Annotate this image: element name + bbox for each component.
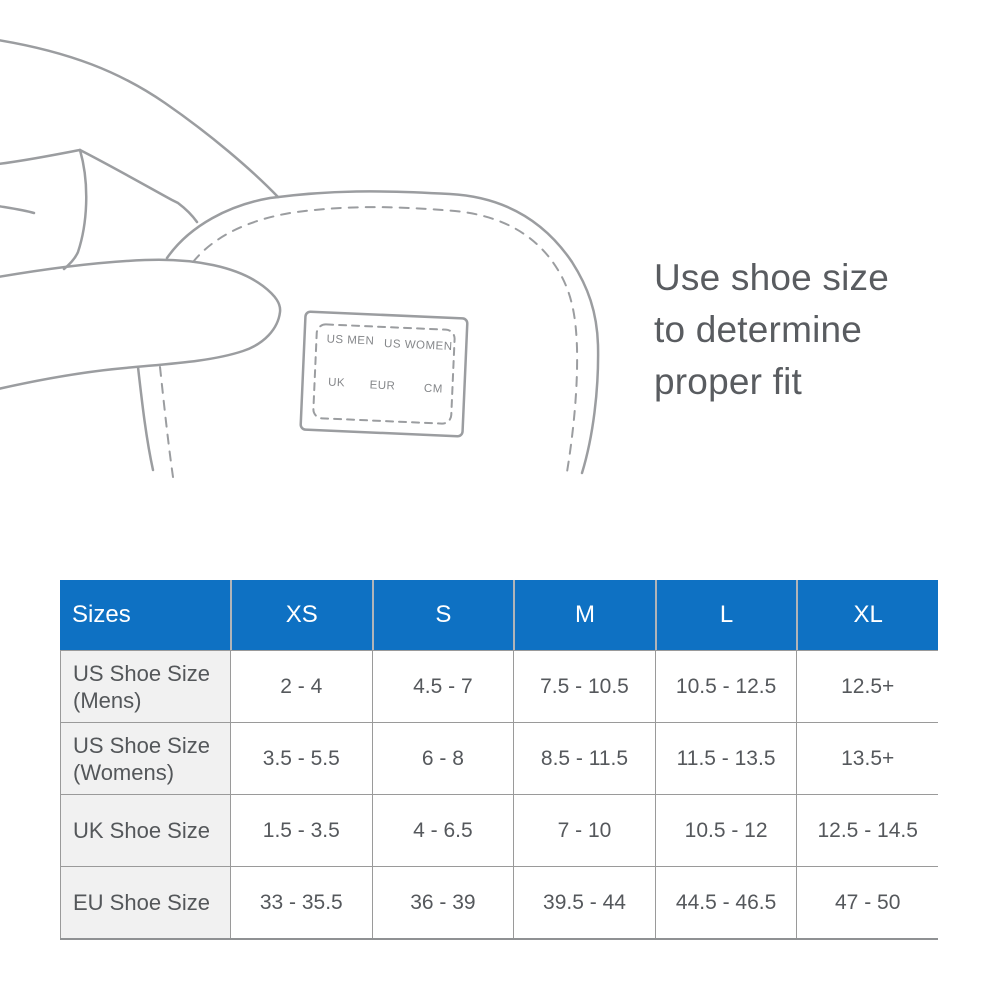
table-cell: 11.5 - 13.5 (654, 722, 797, 794)
header-cell-s: S (371, 580, 514, 650)
table-cell: 4 - 6.5 (371, 794, 514, 866)
header-cell-xs: XS (230, 580, 372, 650)
tag-label-cm: CM (424, 383, 443, 396)
row-label-line: UK Shoe Size (73, 818, 210, 843)
tag-label-us-women: US WOMEN (384, 338, 453, 353)
shoe-tongue-stitch-path (192, 206, 579, 473)
table-cell: 2 - 4 (230, 650, 372, 722)
shoe-tongue-outline-path (165, 190, 600, 475)
header-cell-xl: XL (796, 580, 938, 650)
size-table: Sizes XS S M L XL US Shoe Size (Mens) 2 … (60, 580, 938, 940)
table-cell: 4.5 - 7 (371, 650, 514, 722)
table-cell: 6 - 8 (371, 722, 514, 794)
table-cell: 33 - 35.5 (230, 866, 372, 938)
table-row: UK Shoe Size 1.5 - 3.5 4 - 6.5 7 - 10 10… (60, 794, 938, 866)
headline: Use shoe size to determine proper fit (654, 252, 954, 408)
row-label-line: US Shoe Size (73, 660, 210, 686)
thumb-outline-path (0, 39, 280, 199)
tag-label-eur: EUR (369, 379, 395, 392)
row-label-us-mens: US Shoe Size (Mens) (60, 650, 230, 722)
table-cell: 39.5 - 44 (513, 866, 655, 938)
table-row: EU Shoe Size 33 - 35.5 36 - 39 39.5 - 44… (60, 866, 938, 938)
shoe-tongue-left-edge-path (136, 365, 155, 472)
size-tag-stitch-border (312, 323, 456, 425)
table-header-row: Sizes XS S M L XL (60, 580, 938, 650)
finger-web-right-path (78, 148, 199, 224)
table-cell: 7.5 - 10.5 (513, 650, 655, 722)
tag-label-us-men: US MEN (326, 333, 374, 347)
table-cell: 1.5 - 3.5 (230, 794, 372, 866)
row-label-us-womens: US Shoe Size (Womens) (60, 722, 230, 794)
table-cell: 3.5 - 5.5 (230, 722, 372, 794)
table-cell: 8.5 - 11.5 (513, 722, 655, 794)
row-label-eu: EU Shoe Size (60, 866, 230, 938)
row-label-line: US Shoe Size (73, 732, 210, 758)
tag-label-uk: UK (328, 377, 345, 390)
table-cell: 12.5 - 14.5 (796, 794, 938, 866)
row-label-line: EU Shoe Size (73, 890, 210, 915)
header-cell-sizes: Sizes (72, 601, 131, 628)
table-cell: 44.5 - 46.5 (654, 866, 797, 938)
size-tag-outline (299, 310, 469, 438)
table-cell: 13.5+ (796, 722, 938, 794)
table-cell: 36 - 39 (371, 866, 514, 938)
table-row: US Shoe Size (Womens) 3.5 - 5.5 6 - 8 8.… (60, 722, 938, 794)
shoe-tongue-left-stitch-path (159, 366, 174, 478)
table-cell: 10.5 - 12 (654, 794, 797, 866)
finger-web-left-path (62, 148, 88, 271)
headline-line: proper fit (654, 361, 803, 402)
index-finger-path (0, 258, 282, 390)
headline-line: Use shoe size (654, 257, 889, 298)
table-row: US Shoe Size (Mens) 2 - 4 4.5 - 7 7.5 - … (60, 650, 938, 722)
hand-holding-shoe-tongue-illustration: US MEN US WOMEN UK EUR CM (0, 39, 600, 478)
row-label-uk: UK Shoe Size (60, 794, 230, 866)
header-cell-l: L (654, 580, 797, 650)
thumb-lower-contour-path (0, 148, 82, 165)
table-cell: 12.5+ (796, 650, 938, 722)
row-label-line: (Mens) (73, 687, 142, 713)
palm-crease-path (0, 205, 36, 215)
table-cell: 47 - 50 (796, 866, 938, 938)
row-label-line: (Womens) (73, 759, 175, 785)
size-tag: US MEN US WOMEN UK EUR CM (299, 310, 469, 438)
table-cell: 7 - 10 (513, 794, 655, 866)
header-cell-m: M (513, 580, 655, 650)
headline-line: to determine (654, 309, 863, 350)
table-cell: 10.5 - 12.5 (654, 650, 797, 722)
